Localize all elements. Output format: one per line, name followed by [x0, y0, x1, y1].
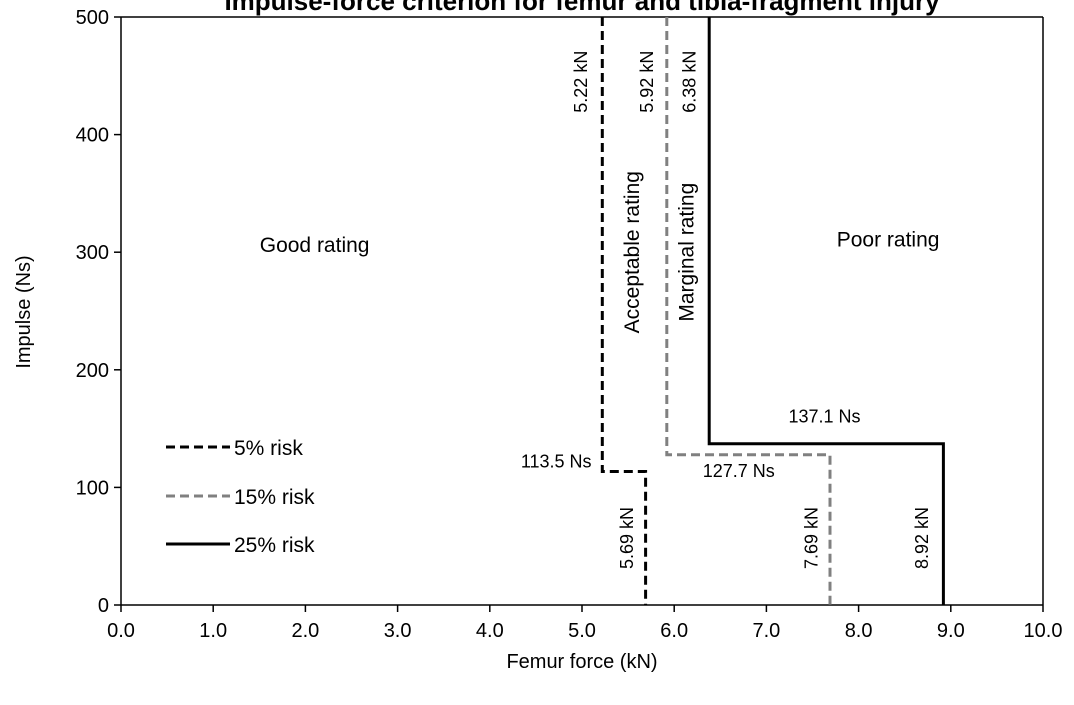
- x-tick-label: 3.0: [384, 620, 412, 642]
- plot-area: 0.0 1.0 2.0 3.0 4.0 5.0 6.0 7.0 8.0 9.0 10.0 0 100 20…: [76, 7, 1063, 642]
- annotation-a_769: 7.69 kN: [801, 507, 821, 569]
- x-tick-label: 1.0: [199, 620, 227, 642]
- legend-label-25pct: 25% risk: [234, 534, 315, 557]
- x-tick-label: 8.0: [845, 620, 873, 642]
- annotation-a_892: 8.92 kN: [912, 507, 932, 569]
- annotation-a_522: 5.22 kN: [571, 51, 591, 113]
- legend: 5% risk 15% risk 25% risk: [166, 437, 315, 557]
- x-tick-label: 4.0: [476, 620, 504, 642]
- region-label-marginal: Marginal rating: [676, 183, 699, 322]
- chart-title: Impulse-force criterion for femur and ti…: [224, 0, 940, 16]
- annotation-a_1371: 137.1 Ns: [788, 407, 860, 427]
- legend-label-5pct: 5% risk: [234, 437, 303, 460]
- y-tick-label: 300: [76, 242, 109, 264]
- y-tick-label: 100: [76, 477, 109, 499]
- annotation-a_1135: 113.5 Ns: [521, 451, 592, 471]
- x-tick-label: 7.0: [752, 620, 780, 642]
- y-tick-label: 400: [76, 125, 109, 147]
- x-tick-label: 10.0: [1024, 620, 1063, 642]
- y-tick-label: 200: [76, 360, 109, 382]
- series-5pct-risk: [600, 17, 648, 605]
- annotation-a_1277: 127.7 Ns: [703, 461, 775, 481]
- region-label-poor: Poor rating: [837, 228, 940, 251]
- series-15pct-risk: [665, 17, 832, 605]
- x-tick-label: 9.0: [937, 620, 965, 642]
- annotation-a_638: 6.38 kN: [680, 51, 700, 113]
- annotation-a_569: 5.69 kN: [617, 507, 637, 569]
- x-tick-label: 0.0: [107, 620, 135, 642]
- y-tick-label: 0: [98, 595, 109, 617]
- series-25pct-risk: [707, 17, 945, 605]
- x-tick-label: 5.0: [568, 620, 596, 642]
- region-label-acceptable: Acceptable rating: [621, 171, 644, 333]
- y-axis-label: Impulse (Ns): [13, 255, 35, 368]
- annotation-a_592: 5.92 kN: [637, 51, 657, 113]
- y-tick-label: 500: [76, 7, 109, 29]
- x-tick-label: 6.0: [660, 620, 688, 642]
- region-label-good: Good rating: [260, 234, 370, 257]
- legend-label-15pct: 15% risk: [234, 486, 315, 509]
- x-tick-label: 2.0: [291, 620, 319, 642]
- x-axis-label: Femur force (kN): [506, 651, 657, 673]
